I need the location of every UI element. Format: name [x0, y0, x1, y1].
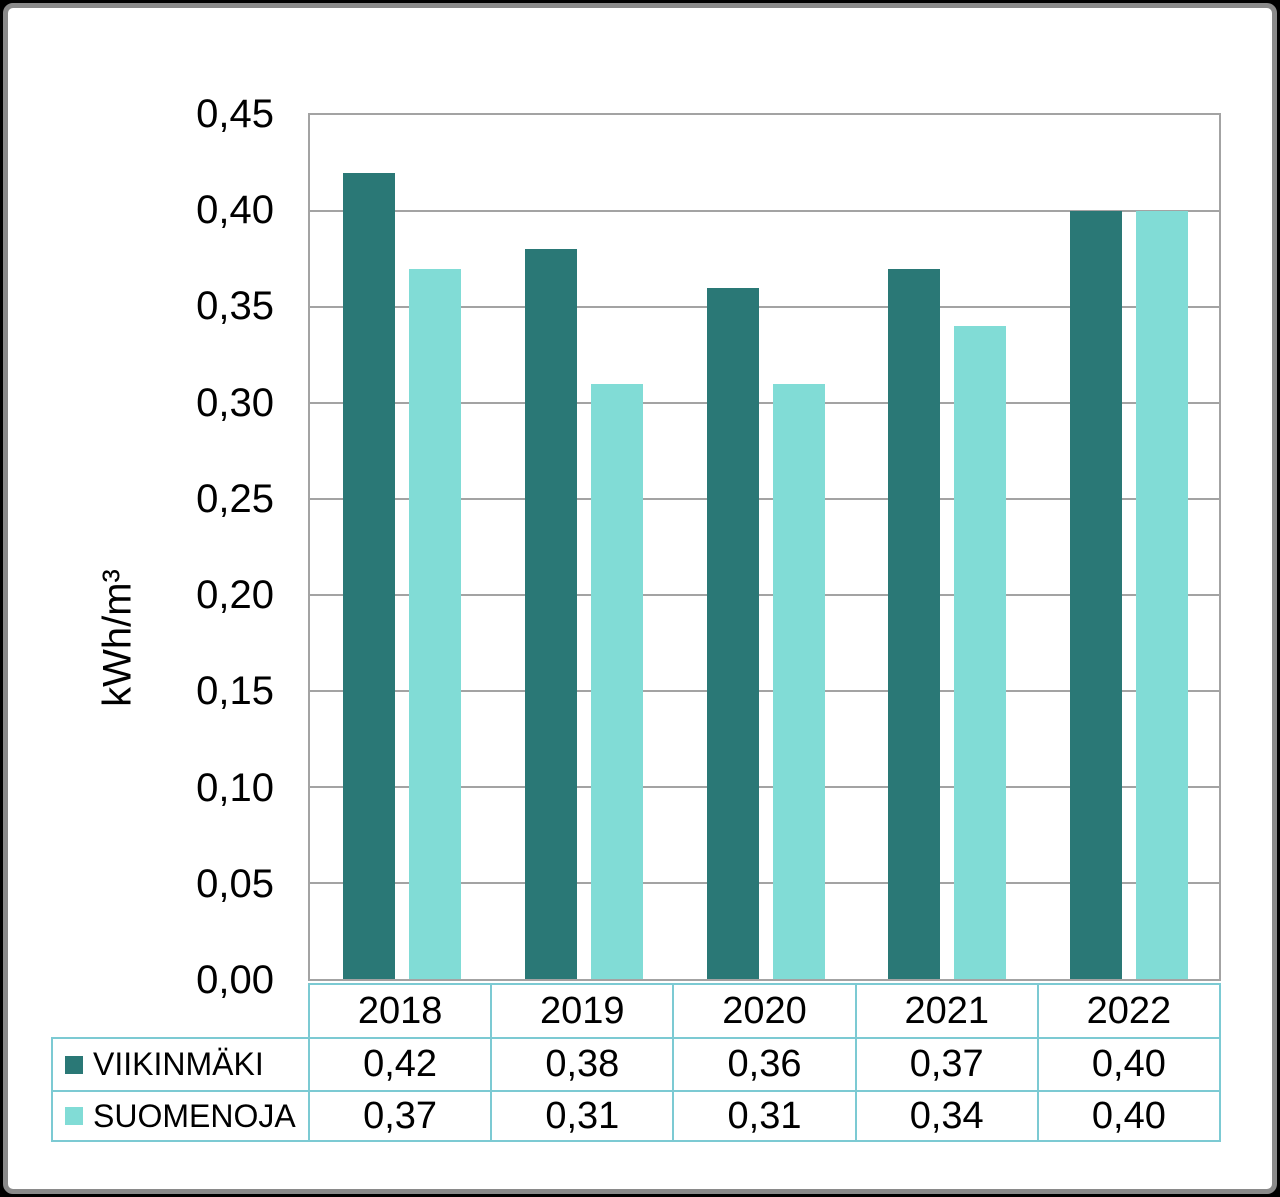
table-value-suomenoja-2021: 0,34	[854, 1090, 1037, 1142]
table-value-viikinmäki-2021: 0,37	[854, 1037, 1037, 1090]
y-tick-label: 0,30	[196, 380, 274, 425]
x-category-label-2020: 2020	[672, 983, 855, 1037]
y-tick-label: 0,40	[196, 188, 274, 233]
x-category-label-2018: 2018	[308, 983, 491, 1037]
table-value-suomenoja-2018: 0,37	[308, 1090, 491, 1142]
bar-viikinmäki-2018	[343, 173, 395, 979]
bar-suomenoja-2021	[954, 326, 1006, 979]
gridline	[310, 594, 1219, 596]
gridline	[310, 690, 1219, 692]
x-category-label-2022: 2022	[1036, 983, 1222, 1037]
table-value-suomenoja-2019: 0,31	[490, 1090, 673, 1142]
table-corner-spacer	[51, 983, 308, 1037]
table-value-suomenoja-2022: 0,40	[1036, 1090, 1222, 1142]
bar-suomenoja-2022	[1136, 211, 1188, 979]
data-table: 2018 2019 2020 2021 2022 VIIKINMÄKI 0,42 0,38 0,…	[51, 983, 1222, 1142]
bar-viikinmäki-2020	[707, 288, 759, 979]
table-value-viikinmäki-2018: 0,42	[308, 1037, 491, 1090]
table-value-suomenoja-2020: 0,31	[672, 1090, 855, 1142]
bar-viikinmäki-2022	[1070, 211, 1122, 979]
table-value-viikinmäki-2019: 0,38	[490, 1037, 673, 1090]
legend-swatch-suomenoja	[65, 1107, 83, 1125]
table-row-header-suomenoja: SUOMENOJA	[51, 1090, 308, 1142]
y-tick-label: 0,00	[196, 958, 274, 1002]
chart-panel: kWh/m³ 0,45 0,40 0,35 0,30 0,25 0,20 0,15 0,10 0…	[3, 3, 1277, 1194]
y-tick-label: 0,10	[196, 765, 274, 810]
x-category-label-2019: 2019	[490, 983, 673, 1037]
bar-suomenoja-2020	[773, 384, 825, 979]
y-tick-label: 0,45	[196, 92, 274, 136]
series-name: VIIKINMÄKI	[93, 1046, 264, 1082]
gridline	[310, 498, 1219, 500]
bar-suomenoja-2018	[409, 269, 461, 979]
bar-viikinmäki-2019	[525, 249, 577, 979]
table-value-viikinmäki-2022: 0,40	[1036, 1037, 1222, 1090]
gridline	[310, 210, 1219, 212]
bar-suomenoja-2019	[591, 384, 643, 979]
bar-viikinmäki-2021	[888, 269, 940, 979]
gridline	[310, 882, 1219, 884]
plot-area	[308, 113, 1221, 981]
table-value-viikinmäki-2020: 0,36	[672, 1037, 855, 1090]
x-category-label-2021: 2021	[854, 983, 1037, 1037]
gridline	[310, 306, 1219, 308]
gridline	[310, 786, 1219, 788]
series-name: SUOMENOJA	[93, 1097, 296, 1134]
y-tick-label: 0,35	[196, 284, 274, 329]
bar-chart: kWh/m³ 0,45 0,40 0,35 0,30 0,25 0,20 0,15 0,10 0…	[8, 8, 1272, 1189]
table-row-header-viikinmäki: VIIKINMÄKI	[51, 1037, 308, 1090]
y-tick-label: 0,05	[196, 861, 274, 906]
y-tick-label: 0,25	[196, 476, 274, 521]
y-tick-label: 0,20	[196, 573, 274, 618]
y-tick-label: 0,15	[196, 669, 274, 714]
gridline	[310, 402, 1219, 404]
legend-swatch-viikinmäki	[65, 1055, 83, 1074]
